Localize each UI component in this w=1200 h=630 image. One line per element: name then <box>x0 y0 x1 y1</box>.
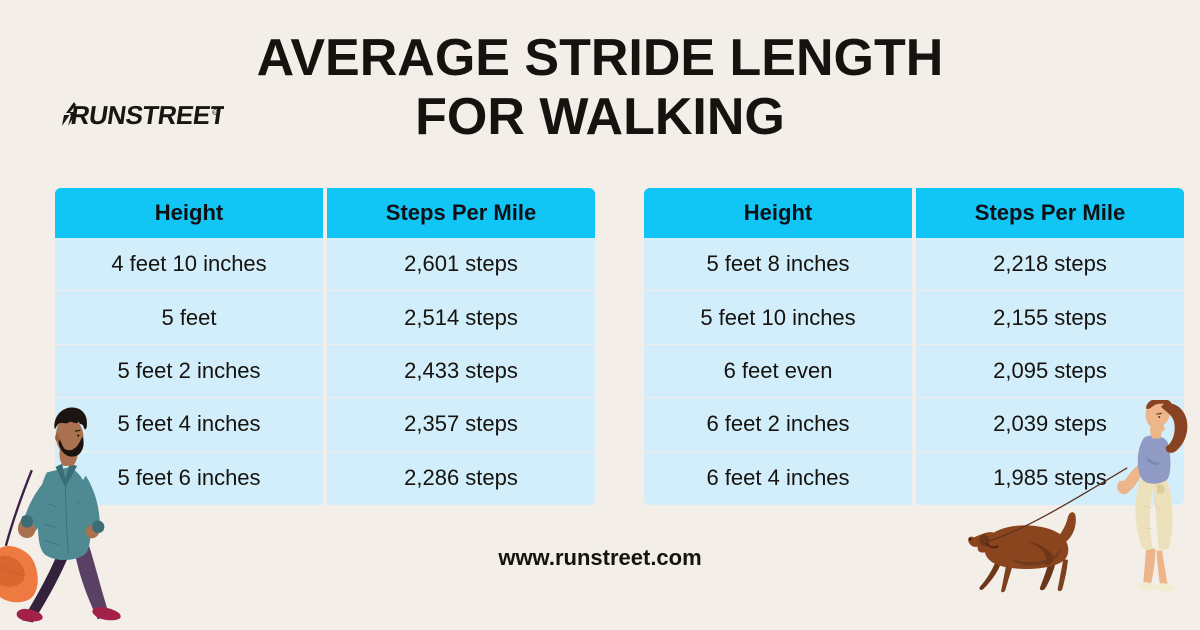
svg-text:RUNSTREET: RUNSTREET <box>69 100 224 130</box>
